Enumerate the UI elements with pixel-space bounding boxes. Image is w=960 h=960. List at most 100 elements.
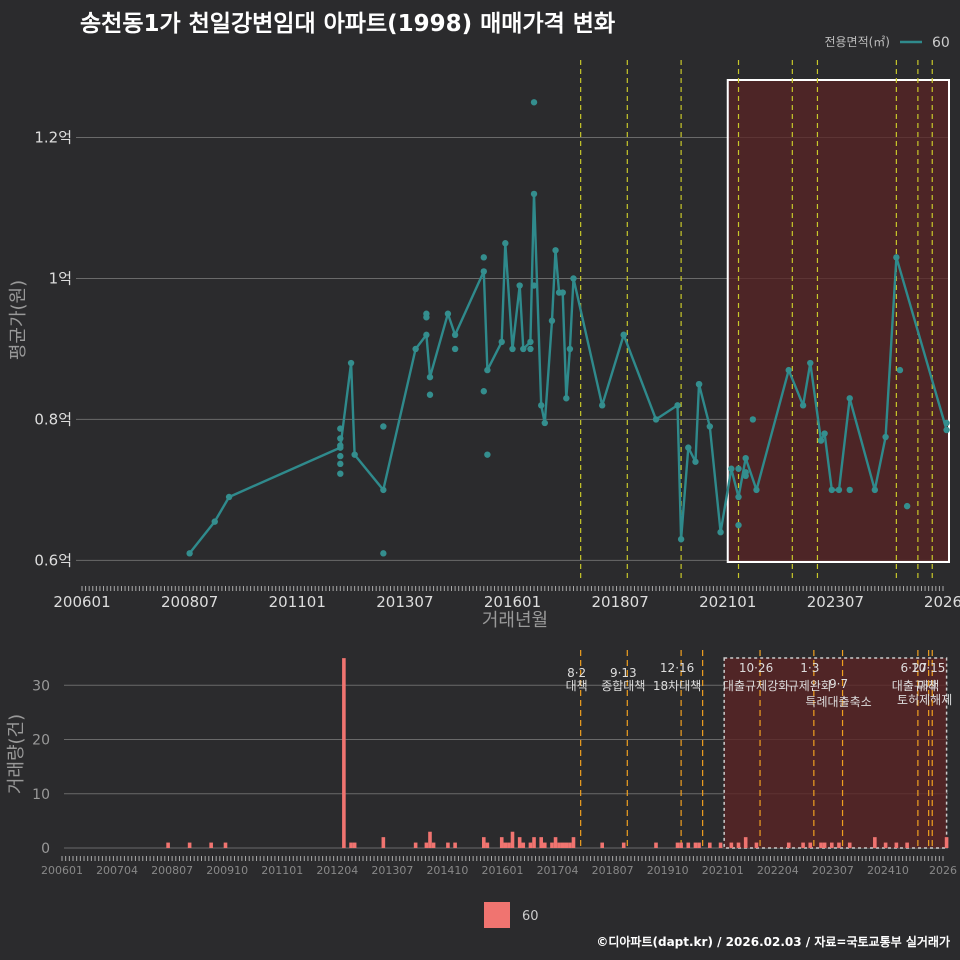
data-point [677, 536, 685, 543]
volume-bar [517, 837, 522, 848]
data-point [566, 345, 574, 353]
x-tick-label: 202307 [812, 864, 854, 877]
data-point [186, 550, 193, 557]
highlight-box [723, 657, 948, 849]
data-point [498, 338, 505, 346]
data-point [742, 454, 749, 462]
volume-bar [381, 837, 386, 848]
volume-bar [786, 842, 791, 848]
data-point [903, 502, 911, 510]
x-tick-label: 201601 [482, 864, 524, 877]
volume-bar [539, 837, 543, 848]
x-tick-label: 201101 [261, 864, 303, 877]
volume-bar [428, 831, 432, 848]
volume-bar [883, 842, 888, 848]
volume-bar [837, 842, 841, 848]
data-point [835, 486, 843, 494]
x-tick-label: 2026 [924, 593, 960, 611]
volume-bar [894, 842, 899, 848]
event-name-label: 규제완화 [788, 679, 832, 693]
data-point [480, 388, 487, 395]
volume-bar [542, 842, 547, 848]
y-tick-label: 0 [41, 841, 50, 857]
volume-bar [557, 842, 561, 848]
volume-bar [873, 837, 877, 848]
data-point [652, 416, 660, 423]
data-point [530, 282, 538, 289]
data-point [423, 331, 430, 339]
volume-bar [349, 842, 353, 848]
x-tick-label: 200601 [53, 593, 110, 611]
x-tick-label: 201307 [371, 864, 413, 877]
price-chart-panel: 0.6억 0.8억 1억 1.2억 200601 200807 201101 201307 20… [8, 35, 960, 631]
volume-bar [819, 842, 823, 848]
x-tick-label: 202101 [702, 864, 744, 877]
data-point [735, 521, 742, 529]
event-date-label: 10·26 [739, 661, 773, 675]
data-point [896, 366, 904, 374]
data-point [337, 470, 344, 477]
legend-swatch [484, 902, 510, 928]
data-point [380, 423, 387, 430]
data-point [527, 338, 534, 346]
volume-bar [743, 837, 748, 848]
volume-chart-panel: 01020308·2대책9·13종합대책12·1618차대책10·26대출규제강… [6, 650, 957, 928]
series-line-60 [188, 192, 948, 555]
volume-bar [675, 842, 680, 848]
data-point [380, 486, 387, 494]
event-date-label: 6·27 [901, 661, 928, 675]
data-point [817, 437, 825, 444]
volume-bar [686, 842, 691, 848]
event-date-label: 12·16 [660, 661, 694, 675]
event-name-label: 18차대책 [653, 678, 701, 693]
x-tick-label: 202410 [867, 864, 909, 877]
chart-title: 송천동1가 천일강변임대 아파트(1998) 매매가격 변화 [80, 11, 616, 37]
data-point [541, 419, 548, 427]
event-name-label: 토허제해제 [897, 693, 952, 707]
volume-bar [654, 842, 658, 848]
volume-bar [729, 842, 734, 848]
data-point [943, 426, 950, 434]
volume-bar [352, 842, 357, 848]
volume-bar [550, 842, 554, 848]
volume-bar [413, 842, 418, 848]
data-point [444, 310, 452, 317]
data-point [893, 254, 900, 261]
data-point [559, 289, 566, 296]
volume-bar [829, 842, 834, 848]
event-name-label: 종합대책 [601, 678, 645, 693]
volume-bar [532, 837, 536, 848]
data-point [502, 240, 509, 247]
volume-bar [187, 842, 192, 848]
event-name-label: 대출규제강화 [723, 679, 789, 693]
data-point [753, 486, 760, 494]
event-date-label: 9·13 [610, 666, 637, 680]
data-point [882, 433, 889, 441]
volume-bar [905, 842, 909, 848]
data-point [484, 366, 491, 374]
x-tick-label: 201307 [376, 593, 433, 611]
data-point [943, 419, 950, 427]
data-point [846, 395, 853, 402]
data-point [570, 275, 577, 282]
data-point [563, 395, 570, 402]
data-point [695, 380, 703, 388]
data-point [426, 391, 434, 398]
data-point [337, 425, 344, 432]
x-tick-label: 202101 [699, 593, 756, 611]
volume-bar [564, 842, 569, 848]
volume-bar [453, 842, 457, 848]
highlight-box [726, 79, 950, 563]
event-name-label: 대책 [566, 678, 588, 693]
data-point [598, 402, 606, 409]
data-point [785, 366, 792, 374]
volume-bar [521, 842, 526, 848]
y-tick-label: 0.8억 [34, 410, 72, 428]
y-tick-label: 1억 [49, 269, 72, 287]
data-point [717, 528, 724, 536]
volume-bar [223, 842, 228, 848]
data-point [527, 345, 534, 353]
data-point [620, 331, 627, 339]
data-point [484, 451, 491, 458]
